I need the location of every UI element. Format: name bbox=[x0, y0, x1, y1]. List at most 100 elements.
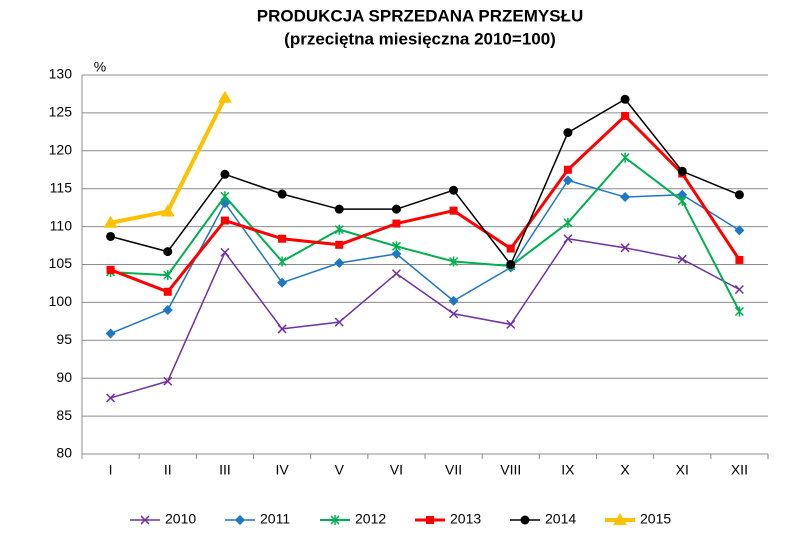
marker bbox=[562, 175, 573, 186]
y-tick-label: 130 bbox=[49, 66, 73, 82]
marker bbox=[506, 260, 516, 269]
marker bbox=[163, 376, 173, 386]
marker bbox=[734, 225, 745, 236]
y-tick-label: 80 bbox=[56, 445, 72, 461]
series-line bbox=[110, 114, 741, 294]
x-tick-label: VII bbox=[445, 462, 462, 478]
marker bbox=[620, 192, 631, 203]
legend-label: 2015 bbox=[640, 511, 671, 527]
marker bbox=[106, 265, 115, 274]
marker bbox=[506, 319, 516, 329]
x-tick-label: IX bbox=[561, 462, 575, 478]
marker bbox=[391, 241, 401, 252]
y-tick-label: 110 bbox=[50, 217, 73, 233]
marker bbox=[220, 191, 230, 202]
marker bbox=[734, 190, 744, 200]
chart-subtitle: (przeciętna miesięczna 2010=100) bbox=[284, 29, 556, 48]
marker bbox=[563, 234, 573, 244]
marker bbox=[278, 234, 287, 243]
marker bbox=[220, 216, 229, 225]
marker bbox=[217, 90, 232, 103]
y-tick-label: 85 bbox=[56, 407, 72, 423]
y-tick-label: 90 bbox=[56, 369, 72, 385]
marker bbox=[334, 204, 344, 214]
marker bbox=[277, 324, 287, 334]
marker bbox=[391, 204, 401, 214]
legend-label: 2010 bbox=[165, 511, 196, 527]
legend-label: 2014 bbox=[545, 511, 576, 527]
marker bbox=[163, 247, 173, 257]
legend-marker bbox=[235, 515, 245, 525]
marker bbox=[734, 284, 744, 295]
x-tick-label: V bbox=[335, 462, 345, 478]
marker bbox=[392, 219, 401, 228]
series-line bbox=[110, 179, 740, 335]
y-tick-label: 100 bbox=[49, 293, 73, 309]
marker bbox=[160, 204, 175, 217]
marker bbox=[448, 295, 459, 306]
y-tick-label: 105 bbox=[49, 255, 73, 271]
marker bbox=[162, 304, 173, 315]
marker bbox=[563, 217, 573, 228]
legend-marker bbox=[426, 516, 434, 524]
x-tick-label: IV bbox=[275, 462, 289, 478]
y-axis-label: % bbox=[94, 59, 106, 75]
legend-marker bbox=[140, 515, 150, 525]
legend-marker bbox=[613, 513, 627, 525]
marker bbox=[334, 317, 344, 327]
marker bbox=[677, 189, 688, 200]
marker bbox=[734, 306, 744, 317]
marker bbox=[620, 94, 630, 104]
chart-title: PRODUKCJA SPRZEDANA PRZEMYSŁU bbox=[257, 6, 584, 25]
x-tick-label: VI bbox=[390, 462, 403, 478]
x-tick-label: XII bbox=[731, 462, 748, 478]
series-line bbox=[110, 156, 741, 312]
marker bbox=[277, 189, 287, 199]
marker bbox=[677, 254, 687, 264]
marker bbox=[106, 231, 116, 241]
y-tick-label: 120 bbox=[49, 142, 73, 158]
marker bbox=[277, 277, 288, 288]
legend-label: 2011 bbox=[260, 511, 290, 527]
marker bbox=[106, 393, 116, 403]
y-tick-label: 95 bbox=[56, 331, 72, 347]
series-line bbox=[110, 96, 227, 225]
series-line bbox=[110, 237, 740, 399]
x-tick-label: I bbox=[109, 462, 113, 478]
legend-marker bbox=[520, 515, 530, 525]
x-tick-label: VIII bbox=[500, 462, 521, 478]
marker bbox=[220, 169, 230, 179]
marker bbox=[563, 128, 573, 138]
legend-label: 2013 bbox=[450, 511, 481, 527]
legend-label: 2012 bbox=[355, 511, 386, 527]
marker bbox=[677, 195, 687, 206]
x-tick-label: III bbox=[219, 462, 231, 478]
marker bbox=[163, 287, 172, 296]
marker bbox=[391, 248, 402, 259]
marker bbox=[620, 152, 630, 163]
marker bbox=[163, 270, 173, 281]
marker bbox=[449, 256, 459, 267]
marker bbox=[506, 244, 515, 253]
y-tick-label: 125 bbox=[49, 104, 73, 120]
marker bbox=[449, 206, 458, 215]
y-tick-label: 115 bbox=[50, 179, 73, 195]
marker bbox=[220, 247, 230, 257]
marker bbox=[277, 256, 287, 267]
legend-marker bbox=[330, 515, 340, 525]
marker bbox=[563, 165, 572, 174]
marker bbox=[335, 240, 344, 249]
marker bbox=[621, 111, 630, 120]
marker bbox=[334, 224, 344, 235]
marker bbox=[449, 185, 459, 195]
marker bbox=[334, 257, 345, 268]
marker bbox=[105, 328, 116, 339]
series-line bbox=[110, 98, 740, 266]
marker bbox=[620, 243, 630, 253]
x-tick-label: XI bbox=[676, 462, 689, 478]
marker bbox=[449, 309, 459, 319]
marker bbox=[735, 255, 744, 264]
x-tick-label: II bbox=[164, 462, 172, 478]
x-tick-label: X bbox=[620, 462, 630, 478]
